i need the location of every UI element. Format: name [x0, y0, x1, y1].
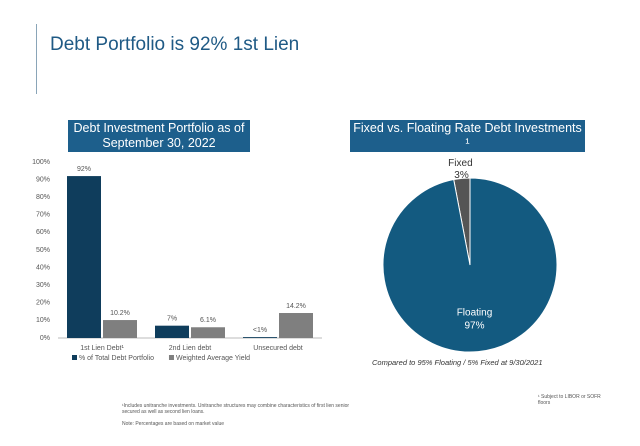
y-tick-label: 80%: [36, 194, 50, 201]
slice-value: 97%: [464, 320, 484, 331]
y-tick-label: 60%: [36, 229, 50, 236]
legend-swatch: [72, 355, 77, 360]
legend-label: Weighted Average Yield: [176, 355, 250, 362]
legend-swatch: [168, 355, 174, 360]
value-label: <1%: [253, 327, 267, 334]
chart-title: Fixed vs. Floating Rate Debt Investments…: [350, 120, 585, 152]
bar: [67, 176, 101, 338]
bar: [155, 325, 189, 338]
footnote: Note: Percentages are based on market va…: [122, 421, 225, 427]
pie-slice: [382, 177, 558, 353]
x-tick-label: 2nd Lien debt: [169, 345, 211, 352]
value-label: 10.2%: [110, 310, 130, 317]
chart-note: Compared to 95% Floating / 5% Fixed at 9…: [372, 358, 543, 367]
title-rule: [36, 24, 37, 94]
slide-title: Debt Portfolio is 92% 1st Lien: [50, 34, 300, 55]
x-tick-label: 1st Lien Debt¹: [80, 345, 124, 352]
y-tick-label: 0%: [40, 335, 50, 342]
y-tick-label: 100%: [32, 159, 50, 166]
y-tick-label: 50%: [36, 247, 50, 254]
y-tick-label: 70%: [36, 212, 50, 219]
legend-label: % of Total Debt Portfolio: [79, 355, 154, 362]
footnote: ¹ Subject to LIBOR or SOFR floors: [538, 394, 601, 406]
value-label: 7%: [167, 316, 177, 323]
y-tick-label: 30%: [36, 282, 50, 289]
value-label: 6.1%: [200, 317, 216, 324]
x-tick-label: Unsecured debt: [253, 345, 302, 352]
slice-value: 3%: [454, 170, 469, 181]
value-label: 14.2%: [286, 303, 306, 310]
y-tick-label: 90%: [36, 176, 50, 183]
footnote: ¹Includes unitranche investments. Unitra…: [122, 403, 350, 415]
bar: [279, 313, 313, 338]
bar: [191, 327, 225, 338]
bar: [243, 337, 277, 338]
bar: [103, 320, 137, 338]
y-tick-label: 20%: [36, 300, 50, 307]
y-tick-label: 10%: [36, 317, 50, 324]
y-tick-label: 40%: [36, 264, 50, 271]
chart-title: Debt Investment Portfolio as of Septembe…: [68, 120, 250, 152]
value-label: 92%: [77, 166, 91, 173]
slice-label: Floating: [457, 307, 493, 318]
slice-label: Fixed: [448, 158, 472, 169]
